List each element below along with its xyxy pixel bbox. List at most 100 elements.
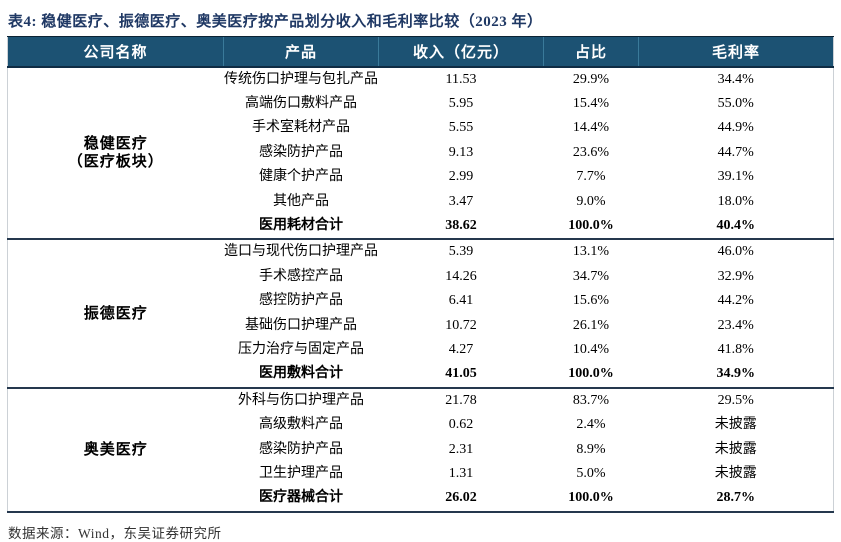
margin-cell: 未披露: [714, 466, 757, 481]
data-source-note: 数据来源：Wind，东吴证券研究所: [8, 525, 222, 541]
margin-cell: 44.2%: [717, 293, 754, 309]
product-cell: 手术室耗材产品: [252, 120, 350, 136]
company-name-cell: 稳健医疗 （医疗板块）: [8, 67, 224, 240]
revenue-cell: 3.47: [448, 193, 474, 209]
share-cell: 2.4%: [576, 417, 606, 433]
product-cell: 造口与现代伤口护理产品: [224, 244, 378, 260]
table-row: 感控防护产品 6.41 15.6% 44.2%: [8, 289, 834, 313]
total-row: 医疗器械合计 26.02 100.0% 28.7%: [8, 486, 834, 511]
total-row: 医用敷料合计 41.05 100.0% 34.9%: [8, 362, 834, 387]
company-name: 奥美医疗: [83, 441, 148, 458]
company-section-2: 奥美医疗 外科与伤口护理产品 21.78 83.7% 29.5% 高级敷料产品 0.62 2.…: [7, 388, 834, 512]
share-cell: 5.0%: [576, 466, 606, 481]
company-name: 稳健医疗: [83, 135, 148, 152]
header-revenue: 收入（亿元）: [378, 36, 544, 68]
total-row: 医用耗材合计 38.62 100.0% 40.4%: [8, 214, 834, 239]
margin-cell: 46.0%: [717, 244, 754, 260]
product-cell: 基础伤口护理产品: [245, 317, 357, 333]
header-margin: 毛利率: [638, 36, 834, 68]
table-row: 手术室耗材产品 5.55 14.4% 44.9%: [8, 116, 834, 140]
header-product: 产品: [223, 36, 379, 68]
margin-cell: 41.8%: [717, 341, 754, 357]
table-row: 基础伤口护理产品 10.72 26.1% 23.4%: [8, 314, 834, 338]
margin-cell: 40.4%: [716, 217, 756, 233]
company-name: 振德医疗: [83, 305, 148, 322]
product-cell: 传统伤口护理与包扎产品: [224, 71, 378, 87]
margin-cell: 44.7%: [717, 144, 754, 160]
revenue-cell: 2.99: [448, 169, 474, 185]
product-cell: 卫生护理产品: [259, 466, 343, 481]
table-row: 高级敷料产品 0.62 2.4% 未披露: [8, 413, 834, 437]
revenue-cell: 5.55: [448, 120, 474, 136]
margin-cell: 34.4%: [717, 71, 754, 87]
revenue-cell: 14.26: [445, 268, 477, 284]
revenue-cell: 41.05: [445, 366, 477, 382]
product-cell: 医用耗材合计: [259, 217, 343, 233]
header-company: 公司名称: [7, 36, 224, 68]
revenue-cell: 26.02: [445, 490, 477, 506]
revenue-cell: 4.27: [448, 341, 474, 357]
share-cell: 15.4%: [572, 95, 610, 111]
table-row: 健康个护产品 2.99 7.7% 39.1%: [8, 165, 834, 189]
comparison-table: 公司名称 产品 收入（亿元） 占比 毛利率 稳健医疗 （医疗板块） 传统伤口护理与包…: [7, 36, 834, 513]
margin-cell: 44.9%: [717, 120, 754, 136]
margin-cell: 23.4%: [717, 317, 754, 333]
product-cell: 高级敷料产品: [259, 417, 343, 433]
revenue-cell: 0.62: [448, 417, 474, 433]
share-cell: 100.0%: [568, 366, 614, 382]
revenue-cell: 5.39: [448, 244, 474, 260]
company-section-0: 稳健医疗 （医疗板块） 传统伤口护理与包扎产品 11.53 29.9% 34.4% 高端伤口…: [7, 67, 834, 240]
product-cell: 外科与伤口护理产品: [238, 392, 364, 408]
product-cell: 其他产品: [273, 193, 329, 209]
revenue-cell: 5.95: [448, 95, 474, 111]
revenue-cell: 10.72: [445, 317, 477, 333]
header-share: 占比: [543, 36, 639, 68]
margin-cell: 未披露: [714, 417, 757, 433]
page-title: 表4: 稳健医疗、振德医疗、奥美医疗按产品划分收入和毛利率比较（2023 年）: [8, 14, 543, 30]
share-cell: 15.6%: [572, 293, 610, 309]
table-row: 其他产品 3.47 9.0% 18.0%: [8, 190, 834, 214]
share-cell: 8.9%: [576, 441, 606, 457]
revenue-cell: 2.31: [448, 441, 474, 457]
share-cell: 100.0%: [568, 490, 614, 506]
share-cell: 13.1%: [572, 244, 610, 260]
product-cell: 手术感控产品: [259, 268, 343, 284]
share-cell: 10.4%: [572, 341, 610, 357]
header-row: 公司名称 产品 收入（亿元） 占比 毛利率: [7, 36, 834, 68]
margin-cell: 28.7%: [716, 490, 756, 506]
table-row: 振德医疗 造口与现代伤口护理产品 5.39 13.1% 46.0%: [8, 239, 834, 321]
margin-cell: 32.9%: [717, 268, 754, 284]
margin-cell: 34.9%: [716, 366, 756, 382]
product-cell: 感染防护产品: [259, 441, 343, 457]
company-name-sub: （医疗板块）: [67, 153, 164, 170]
margin-cell: 29.5%: [717, 392, 754, 408]
product-cell: 医疗器械合计: [259, 490, 343, 506]
company-name-cell: 奥美医疗: [8, 388, 224, 512]
margin-cell: 未披露: [714, 441, 757, 457]
revenue-cell: 1.31: [448, 466, 474, 481]
share-cell: 26.1%: [572, 317, 610, 333]
revenue-cell: 11.53: [445, 71, 477, 87]
product-cell: 感染防护产品: [259, 144, 343, 160]
revenue-cell: 38.62: [445, 217, 477, 233]
share-cell: 100.0%: [568, 217, 614, 233]
share-cell: 9.0%: [576, 193, 606, 209]
table-row: 奥美医疗 外科与伤口护理产品 21.78 83.7% 29.5%: [8, 388, 834, 458]
margin-cell: 18.0%: [717, 193, 754, 209]
share-cell: 7.7%: [576, 169, 606, 185]
revenue-cell: 6.41: [448, 293, 474, 309]
product-cell: 高端伤口敷料产品: [245, 95, 357, 111]
share-cell: 14.4%: [572, 120, 610, 136]
margin-cell: 39.1%: [717, 169, 754, 185]
product-cell: 健康个护产品: [259, 169, 343, 185]
product-cell: 感控防护产品: [259, 293, 343, 309]
table-row: 稳健医疗 （医疗板块） 传统伤口护理与包扎产品 11.53 29.9% 34.4%: [8, 67, 834, 170]
product-cell: 压力治疗与固定产品: [238, 341, 364, 357]
table-row: 高端伤口敷料产品 5.95 15.4% 55.0%: [8, 92, 834, 116]
table-header: 公司名称 产品 收入（亿元） 占比 毛利率: [7, 36, 834, 68]
table-row: 卫生护理产品 1.31 5.0% 未披露: [8, 462, 834, 486]
share-cell: 29.9%: [572, 71, 610, 87]
company-section-1: 振德医疗 造口与现代伤口护理产品 5.39 13.1% 46.0% 手术感控产品 14.26…: [7, 239, 834, 388]
table-row: 手术感控产品 14.26 34.7% 32.9%: [8, 265, 834, 289]
revenue-cell: 21.78: [445, 392, 477, 408]
